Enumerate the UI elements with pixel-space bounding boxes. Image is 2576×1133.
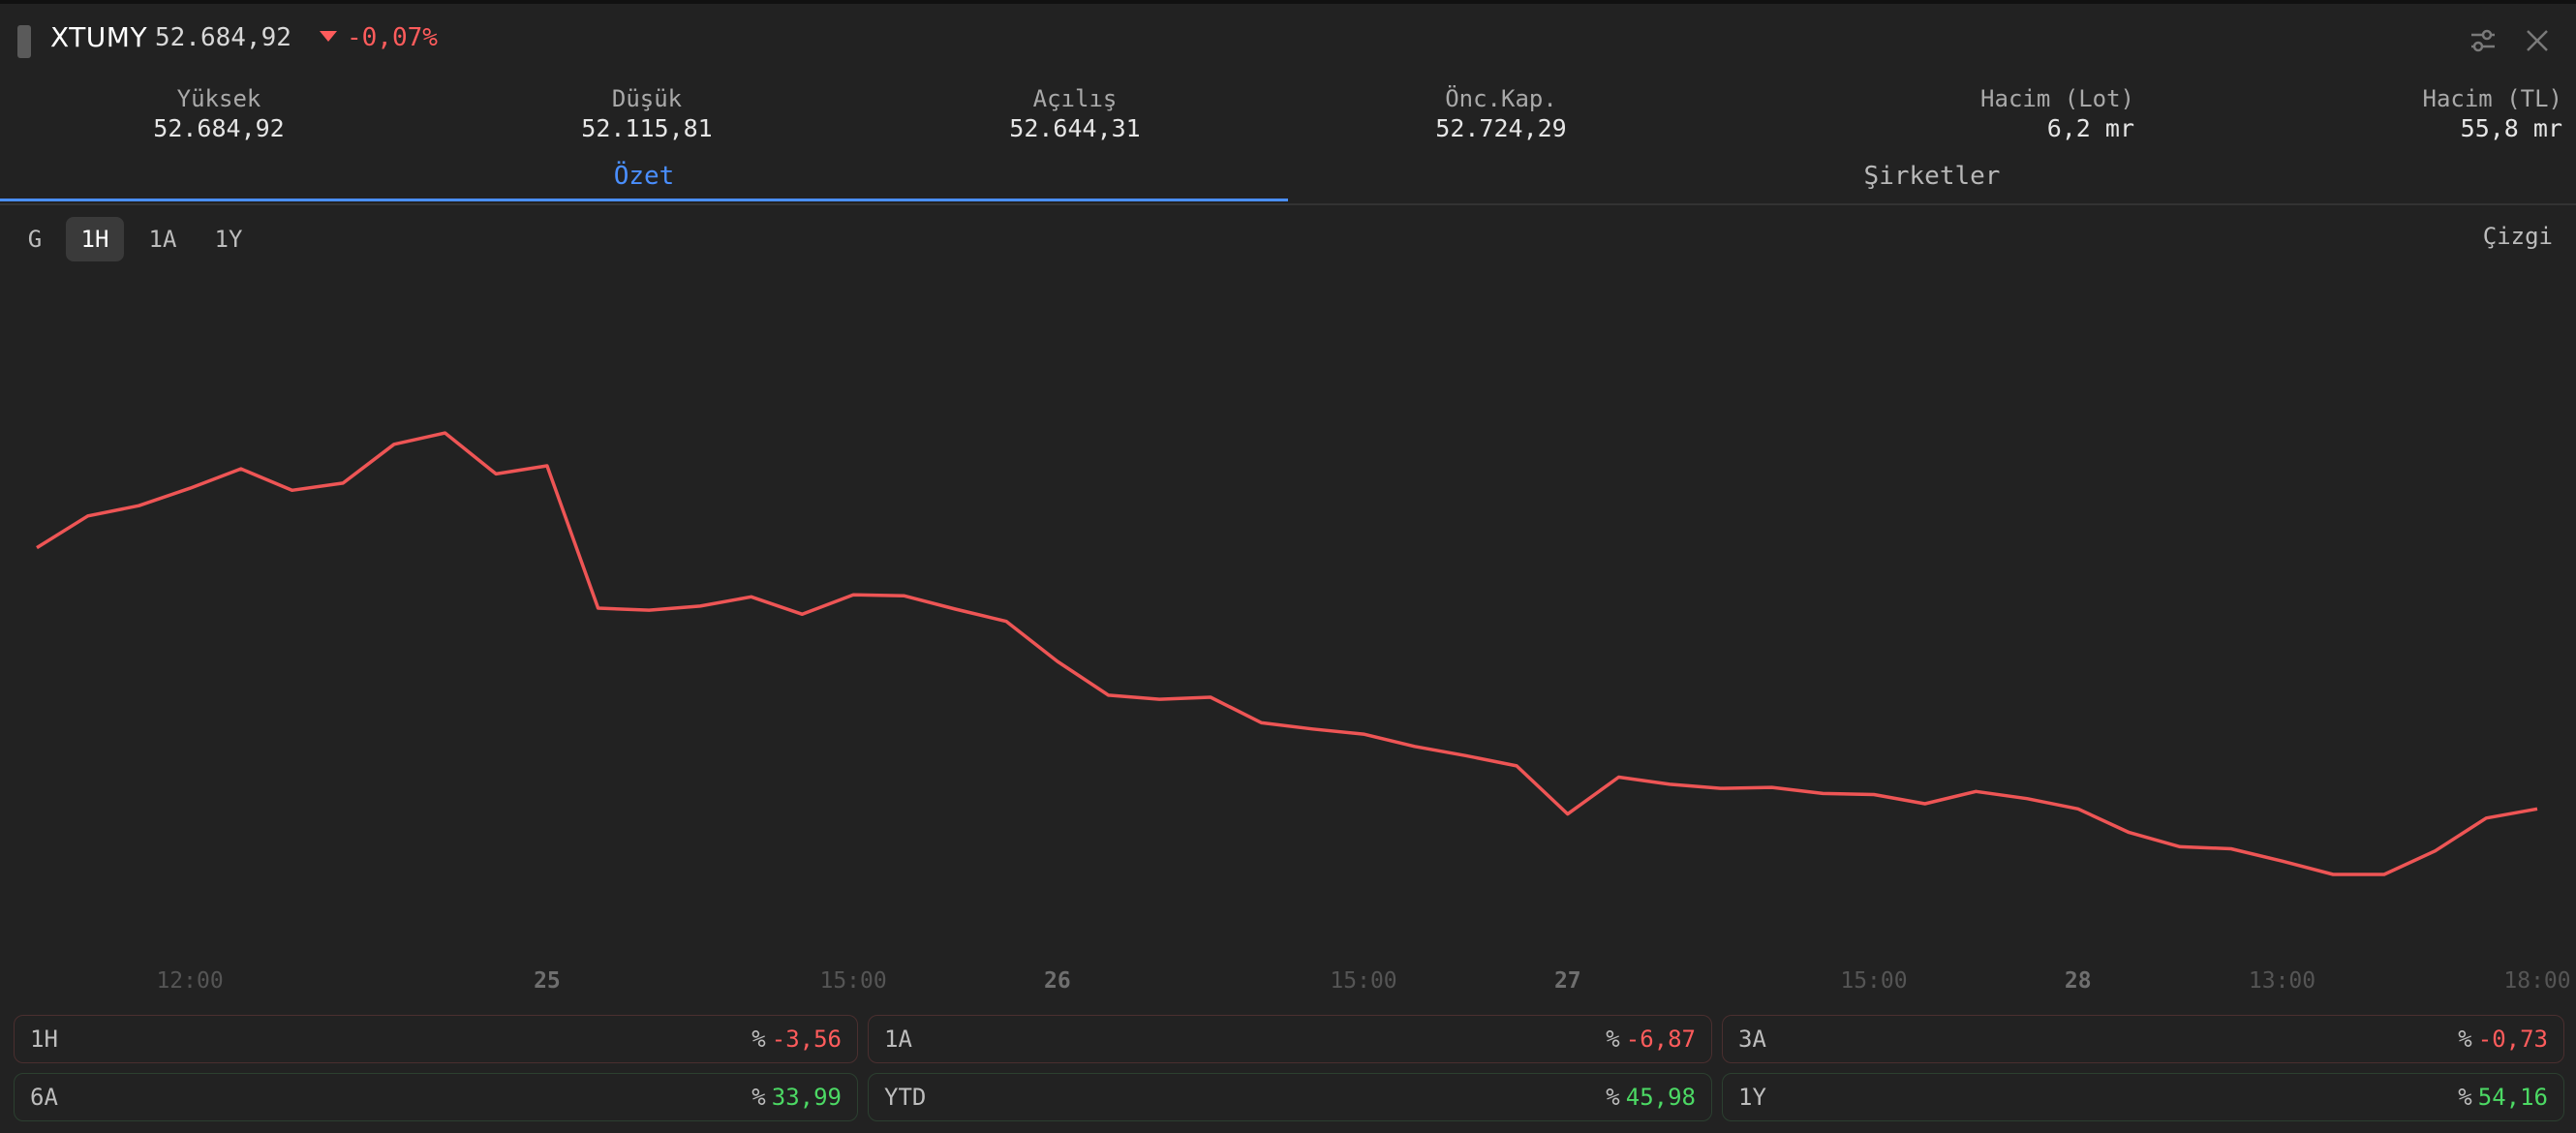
range-day[interactable]: G (27, 226, 43, 253)
performance-period: 1A (884, 1026, 912, 1053)
stat-value: 52.115,81 (581, 114, 713, 142)
stat-volume-lot: Hacim (Lot) 6,2 mr (1898, 83, 2134, 143)
x-tick-label: 28 (2065, 968, 2092, 994)
range-1-month[interactable]: 1A (148, 226, 177, 253)
x-tick-label: 13:00 (2249, 968, 2315, 994)
performance-number: -3,56 (771, 1026, 842, 1053)
stat-value: 52.644,31 (1009, 114, 1141, 142)
x-tick-label: 25 (534, 968, 561, 994)
stat-value: 55,8 mr (2460, 114, 2562, 142)
performance-value: % 54,16 (2458, 1074, 2548, 1120)
stat-prev-close: Önc.Kap. 52.724,29 (1404, 83, 1598, 143)
performance-card: 3A % -0,73 (1722, 1015, 2564, 1063)
stat-value: 52.684,92 (153, 114, 285, 142)
performance-card: 1A % -6,87 (868, 1015, 1712, 1063)
performance-card: YTD % 45,98 (868, 1073, 1712, 1121)
percent-sign: % (1606, 1084, 1620, 1111)
last-price: 52.684,92 (155, 23, 291, 52)
tab-companies[interactable]: Şirketler (1863, 162, 2001, 191)
stat-label: Hacim (Lot) (1980, 85, 2134, 112)
performance-card: 6A % 33,99 (14, 1073, 858, 1121)
x-tick-label: 15:00 (1330, 968, 1396, 994)
stat-low: Düşük 52.115,81 (550, 83, 744, 143)
x-tick-label: 15:00 (819, 968, 886, 994)
x-tick-label: 18:00 (2503, 968, 2570, 994)
performance-value: % 45,98 (1606, 1074, 1696, 1120)
performance-value: % 33,99 (751, 1074, 842, 1120)
percent-sign: % (751, 1026, 766, 1053)
performance-period: 3A (1738, 1026, 1766, 1053)
stat-volume-tl: Hacim (TL) 55,8 mr (2324, 83, 2563, 143)
x-tick-label: 27 (1554, 968, 1581, 994)
stat-label: Düşük (611, 85, 683, 112)
chart-type-toggle[interactable]: Çizgi (2482, 223, 2553, 250)
symbol-label: XTUMY (50, 21, 148, 53)
tab-bar: Özet Şirketler (0, 155, 2576, 205)
header-actions (2466, 23, 2562, 62)
stats-row: Yüksek 52.684,92 Düşük 52.115,81 Açılış … (0, 83, 2576, 147)
percent-sign: % (751, 1084, 766, 1111)
performance-period: YTD (884, 1084, 927, 1111)
range-1-year[interactable]: 1Y (214, 226, 243, 253)
stat-label: Önc.Kap. (1445, 85, 1557, 112)
close-icon[interactable] (2520, 23, 2555, 58)
performance-card: 1H % -3,56 (14, 1015, 858, 1063)
caret-down-icon (320, 31, 337, 42)
performance-number: -6,87 (1625, 1026, 1696, 1053)
stat-label: Hacim (TL) (2422, 85, 2563, 112)
x-tick-label: 12:00 (156, 968, 223, 994)
window-top-border (0, 0, 2576, 4)
performance-period: 1Y (1738, 1084, 1766, 1111)
performance-grid: 1H % -3,56 1A % -6,87 3A % -0,73 6A % 33,99 … (14, 1015, 2570, 1123)
stat-high: Yüksek 52.684,92 (122, 83, 316, 143)
range-1-week[interactable]: 1H (66, 217, 124, 261)
percent-sign: % (2458, 1084, 2472, 1111)
percent-sign: % (1606, 1026, 1620, 1053)
tab-summary[interactable]: Özet (0, 155, 1288, 201)
stat-label: Açılış (1032, 85, 1118, 112)
performance-number: 45,98 (1625, 1084, 1696, 1111)
x-tick-label: 26 (1044, 968, 1071, 994)
performance-value: % -3,56 (751, 1016, 842, 1062)
performance-number: 54,16 (2477, 1084, 2548, 1111)
stat-value: 52.724,29 (1435, 114, 1567, 142)
performance-value: % -0,73 (2458, 1016, 2548, 1062)
performance-period: 1H (30, 1026, 58, 1053)
sliders-icon[interactable] (2466, 23, 2500, 58)
performance-number: -0,73 (2477, 1026, 2548, 1053)
price-change: -0,07% (320, 23, 438, 52)
x-tick-label: 15:00 (1840, 968, 1907, 994)
price-line (36, 431, 2538, 876)
price-chart-svg: 12:00 25 15:00 26 15:00 27 15:00 28 13:00 18:00 (36, 431, 2571, 994)
price-change-value: -0,07% (347, 23, 438, 52)
stat-value: 6,2 mr (2046, 114, 2134, 142)
percent-sign: % (2458, 1026, 2472, 1053)
performance-number: 33,99 (771, 1084, 842, 1111)
performance-card: 1Y % 54,16 (1722, 1073, 2564, 1121)
performance-value: % -6,87 (1606, 1016, 1696, 1062)
stat-open: Açılış 52.644,31 (978, 83, 1172, 143)
performance-period: 6A (30, 1084, 58, 1111)
stat-label: Yüksek (176, 85, 261, 112)
price-chart: 12:00 25 15:00 26 15:00 27 15:00 28 13:00 18:00 (0, 271, 2576, 1007)
instrument-header: XTUMY 52.684,92 -0,07% (0, 4, 2576, 77)
drag-handle[interactable] (17, 25, 31, 58)
